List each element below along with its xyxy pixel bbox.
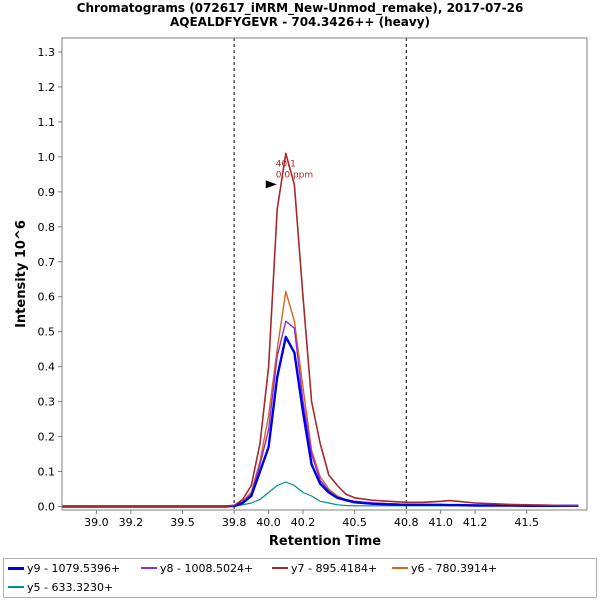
legend-swatch-y6	[392, 567, 408, 569]
legend-item-y5: y5 - 633.3230+	[8, 578, 113, 598]
peak-annotation: 40.1 0.0 ppm	[265, 159, 313, 189]
legend-label-y8: y8 - 1008.5024+	[160, 562, 254, 575]
y-tick-label: 1.1	[38, 116, 56, 129]
series-line-y8	[62, 320, 579, 508]
x-tick-label: 41.2	[463, 516, 488, 529]
legend-swatch-y8	[141, 567, 157, 569]
legend-swatch-y7	[272, 567, 288, 569]
x-tick-label: 40.8	[394, 516, 419, 529]
chromatogram-chart[interactable]: 0.0 0.1 0.2 0.3 0.4 0.5 0.6 0.7 0.8 0.9 1.0 1.1 1.2 1…	[0, 0, 600, 558]
y-axis-label: Intensity 10^6	[14, 220, 29, 328]
plot-area-frame	[61, 37, 588, 511]
x-axis-label: Retention Time	[269, 534, 381, 549]
series-line-y9	[62, 335, 579, 508]
series-line-y6	[62, 290, 579, 508]
x-tick-label: 39.2	[119, 516, 144, 529]
y-tick-label: 0.3	[38, 396, 56, 409]
x-tick-label: 41.0	[428, 516, 453, 529]
y-tick-label: 0.9	[38, 186, 56, 199]
peak-marker-arrow	[265, 180, 277, 189]
peak-annotation-ppm: 0.0 ppm	[276, 170, 313, 180]
x-tick-label: 40.0	[256, 516, 281, 529]
y-tick-label: 1.0	[38, 151, 56, 164]
series-line-y5	[62, 481, 579, 508]
chart-title: Chromatograms (072617_iMRM_New-Unmod_rem…	[76, 1, 524, 15]
x-tick-label: 40.5	[342, 516, 367, 529]
legend-label-y6: y6 - 780.3914+	[411, 562, 498, 575]
x-tick-label: 39.5	[170, 516, 195, 529]
legend-item-y8: y8 - 1008.5024+	[141, 559, 253, 579]
legend-item-y7: y7 - 895.4184+	[272, 559, 377, 579]
y-tick-label: 0.0	[38, 501, 56, 514]
legend-label-y9: y9 - 1079.5396+	[27, 562, 121, 575]
y-tick-label: 0.5	[38, 326, 56, 339]
y-tick-label: 0.1	[38, 466, 56, 479]
legend-swatch-y5	[8, 586, 24, 588]
y-tick-label: 1.3	[38, 46, 56, 59]
y-tick-label: 0.7	[38, 256, 56, 269]
y-tick-label: 1.2	[38, 81, 56, 94]
legend-swatch-y9	[8, 566, 24, 570]
x-tick-label: 39.0	[84, 516, 109, 529]
y-tick-label: 0.8	[38, 221, 56, 234]
legend-item-y6: y6 - 780.3914+	[392, 559, 497, 579]
axis-ticks: 0.0 0.1 0.2 0.3 0.4 0.5 0.6 0.7 0.8 0.9 1.0 1.1 1.2 1…	[38, 46, 540, 529]
x-tick-label: 41.5	[515, 516, 540, 529]
y-tick-label: 0.2	[38, 431, 56, 444]
chart-legend: y9 - 1079.5396+ y8 - 1008.5024+ y7 - 895…	[3, 558, 597, 598]
y-tick-label: 0.6	[38, 291, 56, 304]
x-tick-label: 40.2	[291, 516, 316, 529]
legend-label-y7: y7 - 895.4184+	[291, 562, 378, 575]
series-line-y7	[62, 152, 579, 508]
x-tick-label: 39.8	[222, 516, 247, 529]
integration-boundaries	[233, 38, 407, 510]
chromatogram-series	[62, 152, 579, 508]
y-tick-label: 0.4	[38, 361, 56, 374]
chart-subtitle: AQEALDFYGEVR - 704.3426++ (heavy)	[169, 15, 431, 29]
peak-annotation-rt: 40.1	[276, 159, 296, 169]
legend-label-y5: y5 - 633.3230+	[27, 581, 114, 594]
legend-item-y9: y9 - 1079.5396+	[8, 559, 120, 579]
